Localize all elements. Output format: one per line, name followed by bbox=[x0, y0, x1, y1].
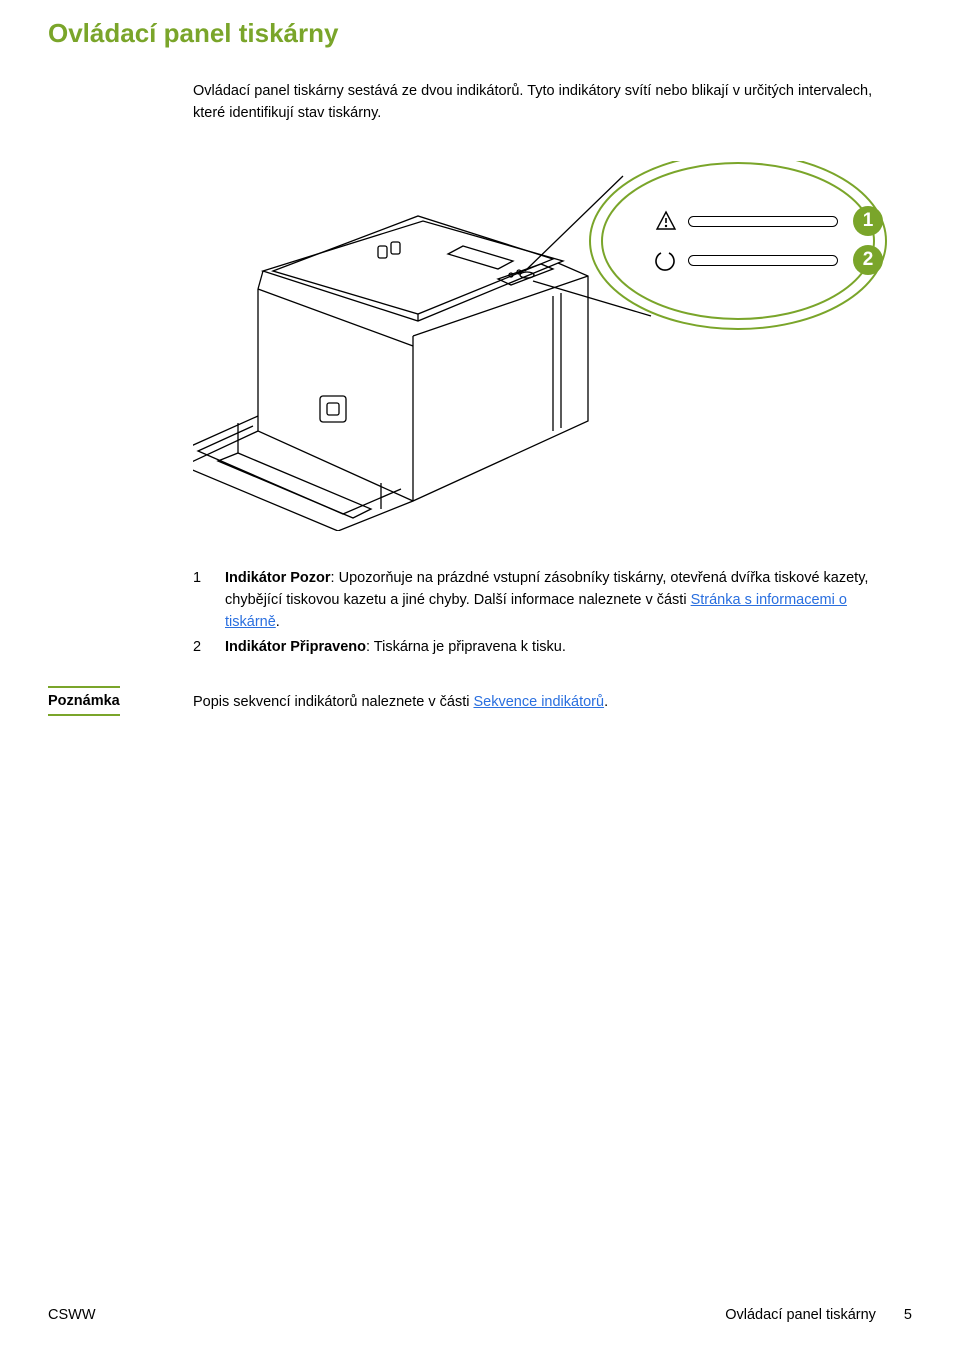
ready-icon bbox=[652, 248, 678, 274]
page-title: Ovládací panel tiskárny bbox=[48, 18, 912, 49]
page-footer: CSWW Ovládací panel tiskárny 5 bbox=[48, 1307, 912, 1323]
callout-num-2: 2 bbox=[193, 636, 225, 658]
callout-marker-1: 1 bbox=[853, 206, 883, 236]
callout-text-1b: . bbox=[276, 614, 280, 630]
attention-led-slot bbox=[688, 216, 838, 227]
callout-text-2a: : Tiskárna je připravena k tisku. bbox=[366, 639, 566, 655]
callout-descriptions: 1 Indikátor Pozor: Upozorňuje na prázdné… bbox=[193, 567, 882, 659]
ready-led-slot bbox=[688, 255, 838, 266]
note-text-before: Popis sekvencí indikátorů naleznete v čá… bbox=[193, 694, 473, 710]
footer-section-title: Ovládací panel tiskárny bbox=[725, 1307, 876, 1323]
intro-paragraph: Ovládací panel tiskárny sestává ze dvou … bbox=[193, 81, 892, 125]
note-label: Poznámka bbox=[48, 686, 120, 716]
callout-description-1: 1 Indikátor Pozor: Upozorňuje na prázdné… bbox=[193, 567, 882, 634]
callout-bold-1: Indikátor Pozor bbox=[225, 570, 331, 586]
callout-description-2: 2 Indikátor Připraveno: Tiskárna je přip… bbox=[193, 636, 882, 658]
note-block: Poznámka Popis sekvencí indikátorů nalez… bbox=[48, 686, 912, 716]
note-text-after: . bbox=[604, 694, 608, 710]
link-light-sequences[interactable]: Sekvence indikátorů bbox=[473, 694, 604, 710]
printer-figure: 1 2 bbox=[193, 161, 912, 531]
footer-page-number: 5 bbox=[904, 1307, 912, 1323]
callout-bold-2: Indikátor Připraveno bbox=[225, 639, 366, 655]
callout-num-1: 1 bbox=[193, 567, 225, 634]
warning-icon bbox=[655, 210, 677, 232]
callout-marker-2: 2 bbox=[853, 245, 883, 275]
footer-left: CSWW bbox=[48, 1307, 96, 1323]
